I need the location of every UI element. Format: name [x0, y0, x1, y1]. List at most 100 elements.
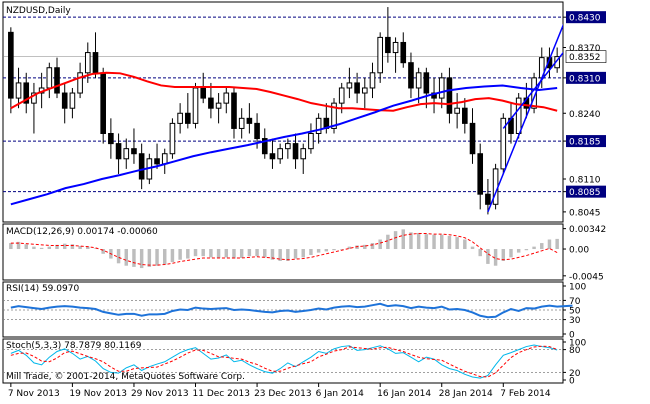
candle-body — [154, 158, 160, 165]
macd-hist-bar — [309, 249, 313, 255]
x-tick-label: 16 Jan 2014 — [377, 389, 431, 399]
macd-hist-bar — [401, 229, 405, 250]
candle-body — [462, 107, 468, 124]
candle-body — [269, 153, 276, 160]
candle-body — [385, 36, 391, 54]
macd-hist-bar — [409, 232, 413, 250]
candle-body — [185, 112, 191, 124]
rsi-pane-frame — [2, 281, 564, 338]
macd-hist-bar — [186, 249, 190, 259]
macd-hist-bar — [216, 249, 221, 258]
copyright-text: Mill Trade, © 2001-2014, MetaQuotes Soft… — [6, 372, 245, 382]
candle-body — [138, 153, 145, 180]
macd-hist-bar — [339, 249, 344, 250]
candle-body — [108, 132, 114, 145]
candle-body — [438, 77, 445, 99]
candle-body — [392, 41, 399, 54]
channel-line — [487, 23, 563, 213]
y-tick-label: 0.8430 — [569, 14, 601, 24]
macd-hist-bar — [101, 249, 105, 254]
candle-body — [31, 92, 37, 104]
candle-body — [77, 72, 83, 94]
macd-hist-bar — [239, 249, 244, 258]
macd-hist-bar — [455, 237, 459, 250]
price-level-tag — [566, 185, 606, 198]
candle-body — [400, 41, 407, 64]
candle-body — [131, 148, 137, 155]
candle-body — [61, 92, 68, 109]
y-tick-label: 70 — [569, 297, 581, 307]
candle-body — [485, 193, 491, 205]
y-tick-label: 100 — [569, 283, 586, 293]
macd-hist-bar — [540, 243, 544, 250]
macd-hist-bar — [478, 249, 482, 257]
macd-hist-bar — [386, 234, 390, 250]
y-tick-label: 100 — [569, 339, 586, 349]
macd-hist-bar — [116, 249, 121, 264]
macd-hist-bar — [486, 249, 490, 264]
macd-hist-bar — [286, 249, 290, 261]
price-level-tag — [566, 11, 606, 24]
candle-body — [338, 87, 345, 104]
macd-hist-bar — [132, 249, 136, 267]
candle-body — [492, 168, 499, 205]
candle-body — [261, 138, 268, 155]
y-tick-label: 0.8085 — [569, 188, 601, 198]
macd-hist-bar — [524, 249, 529, 251]
y-tick-label: 0.00 — [569, 246, 589, 256]
candle-body — [500, 117, 507, 170]
candle-body — [300, 148, 307, 160]
chart-title: NZDUSD,Daily — [6, 6, 71, 16]
y-tick-label: 0.00342 — [569, 225, 606, 235]
macd-hist-bar — [493, 249, 498, 266]
candle-body — [123, 148, 130, 160]
candle-body — [223, 92, 230, 104]
macd-hist-bar — [547, 239, 552, 250]
candle-body — [246, 117, 253, 124]
candle-body — [177, 112, 183, 124]
macd-hist-bar — [509, 249, 513, 258]
macd-pane-frame — [2, 223, 564, 281]
x-tick-label: 28 Jan 2014 — [439, 389, 493, 399]
macd-signal-line — [10, 233, 558, 266]
candle-body — [277, 148, 283, 160]
rsi-line — [10, 302, 573, 319]
ma-slow-line — [10, 84, 558, 206]
candle-body — [285, 143, 291, 150]
y-tick-label: 0.8240 — [569, 110, 601, 120]
candle-body — [254, 122, 260, 140]
y-tick-label: 0.8185 — [569, 138, 601, 148]
macd-hist-bar — [47, 246, 52, 250]
macd-hist-bar — [301, 249, 305, 258]
candle-body — [423, 72, 430, 94]
macd-hist-bar — [378, 239, 382, 250]
candle-body — [192, 87, 199, 124]
macd-hist-bar — [278, 249, 282, 261]
macd-hist-bar — [93, 248, 98, 250]
candle-body — [415, 72, 422, 89]
macd-hist-bar — [293, 249, 298, 259]
channel-line — [502, 51, 563, 129]
candle-body — [331, 102, 337, 129]
macd-hist-bar — [32, 246, 36, 250]
y-tick-label: 0.8045 — [569, 208, 601, 218]
candle-body — [515, 97, 522, 134]
candle-body — [54, 67, 60, 94]
candle-body — [477, 153, 484, 195]
candle-body — [308, 132, 314, 150]
stoch-signal-line — [10, 345, 558, 378]
candle-body — [369, 72, 376, 89]
candle-body — [84, 52, 91, 74]
candle-body — [161, 153, 168, 165]
y-tick-label: 20 — [569, 369, 581, 379]
x-tick-label: 23 Dec 2013 — [254, 389, 312, 399]
candle-body — [469, 122, 476, 155]
macd-hist-bar — [432, 234, 436, 250]
macd-hist-bar — [393, 231, 398, 250]
price-level-tag — [566, 71, 606, 84]
macd-hist-bar — [16, 241, 21, 250]
candle-body — [69, 92, 76, 109]
candle-body — [377, 36, 383, 74]
macd-hist-bar — [355, 245, 359, 250]
